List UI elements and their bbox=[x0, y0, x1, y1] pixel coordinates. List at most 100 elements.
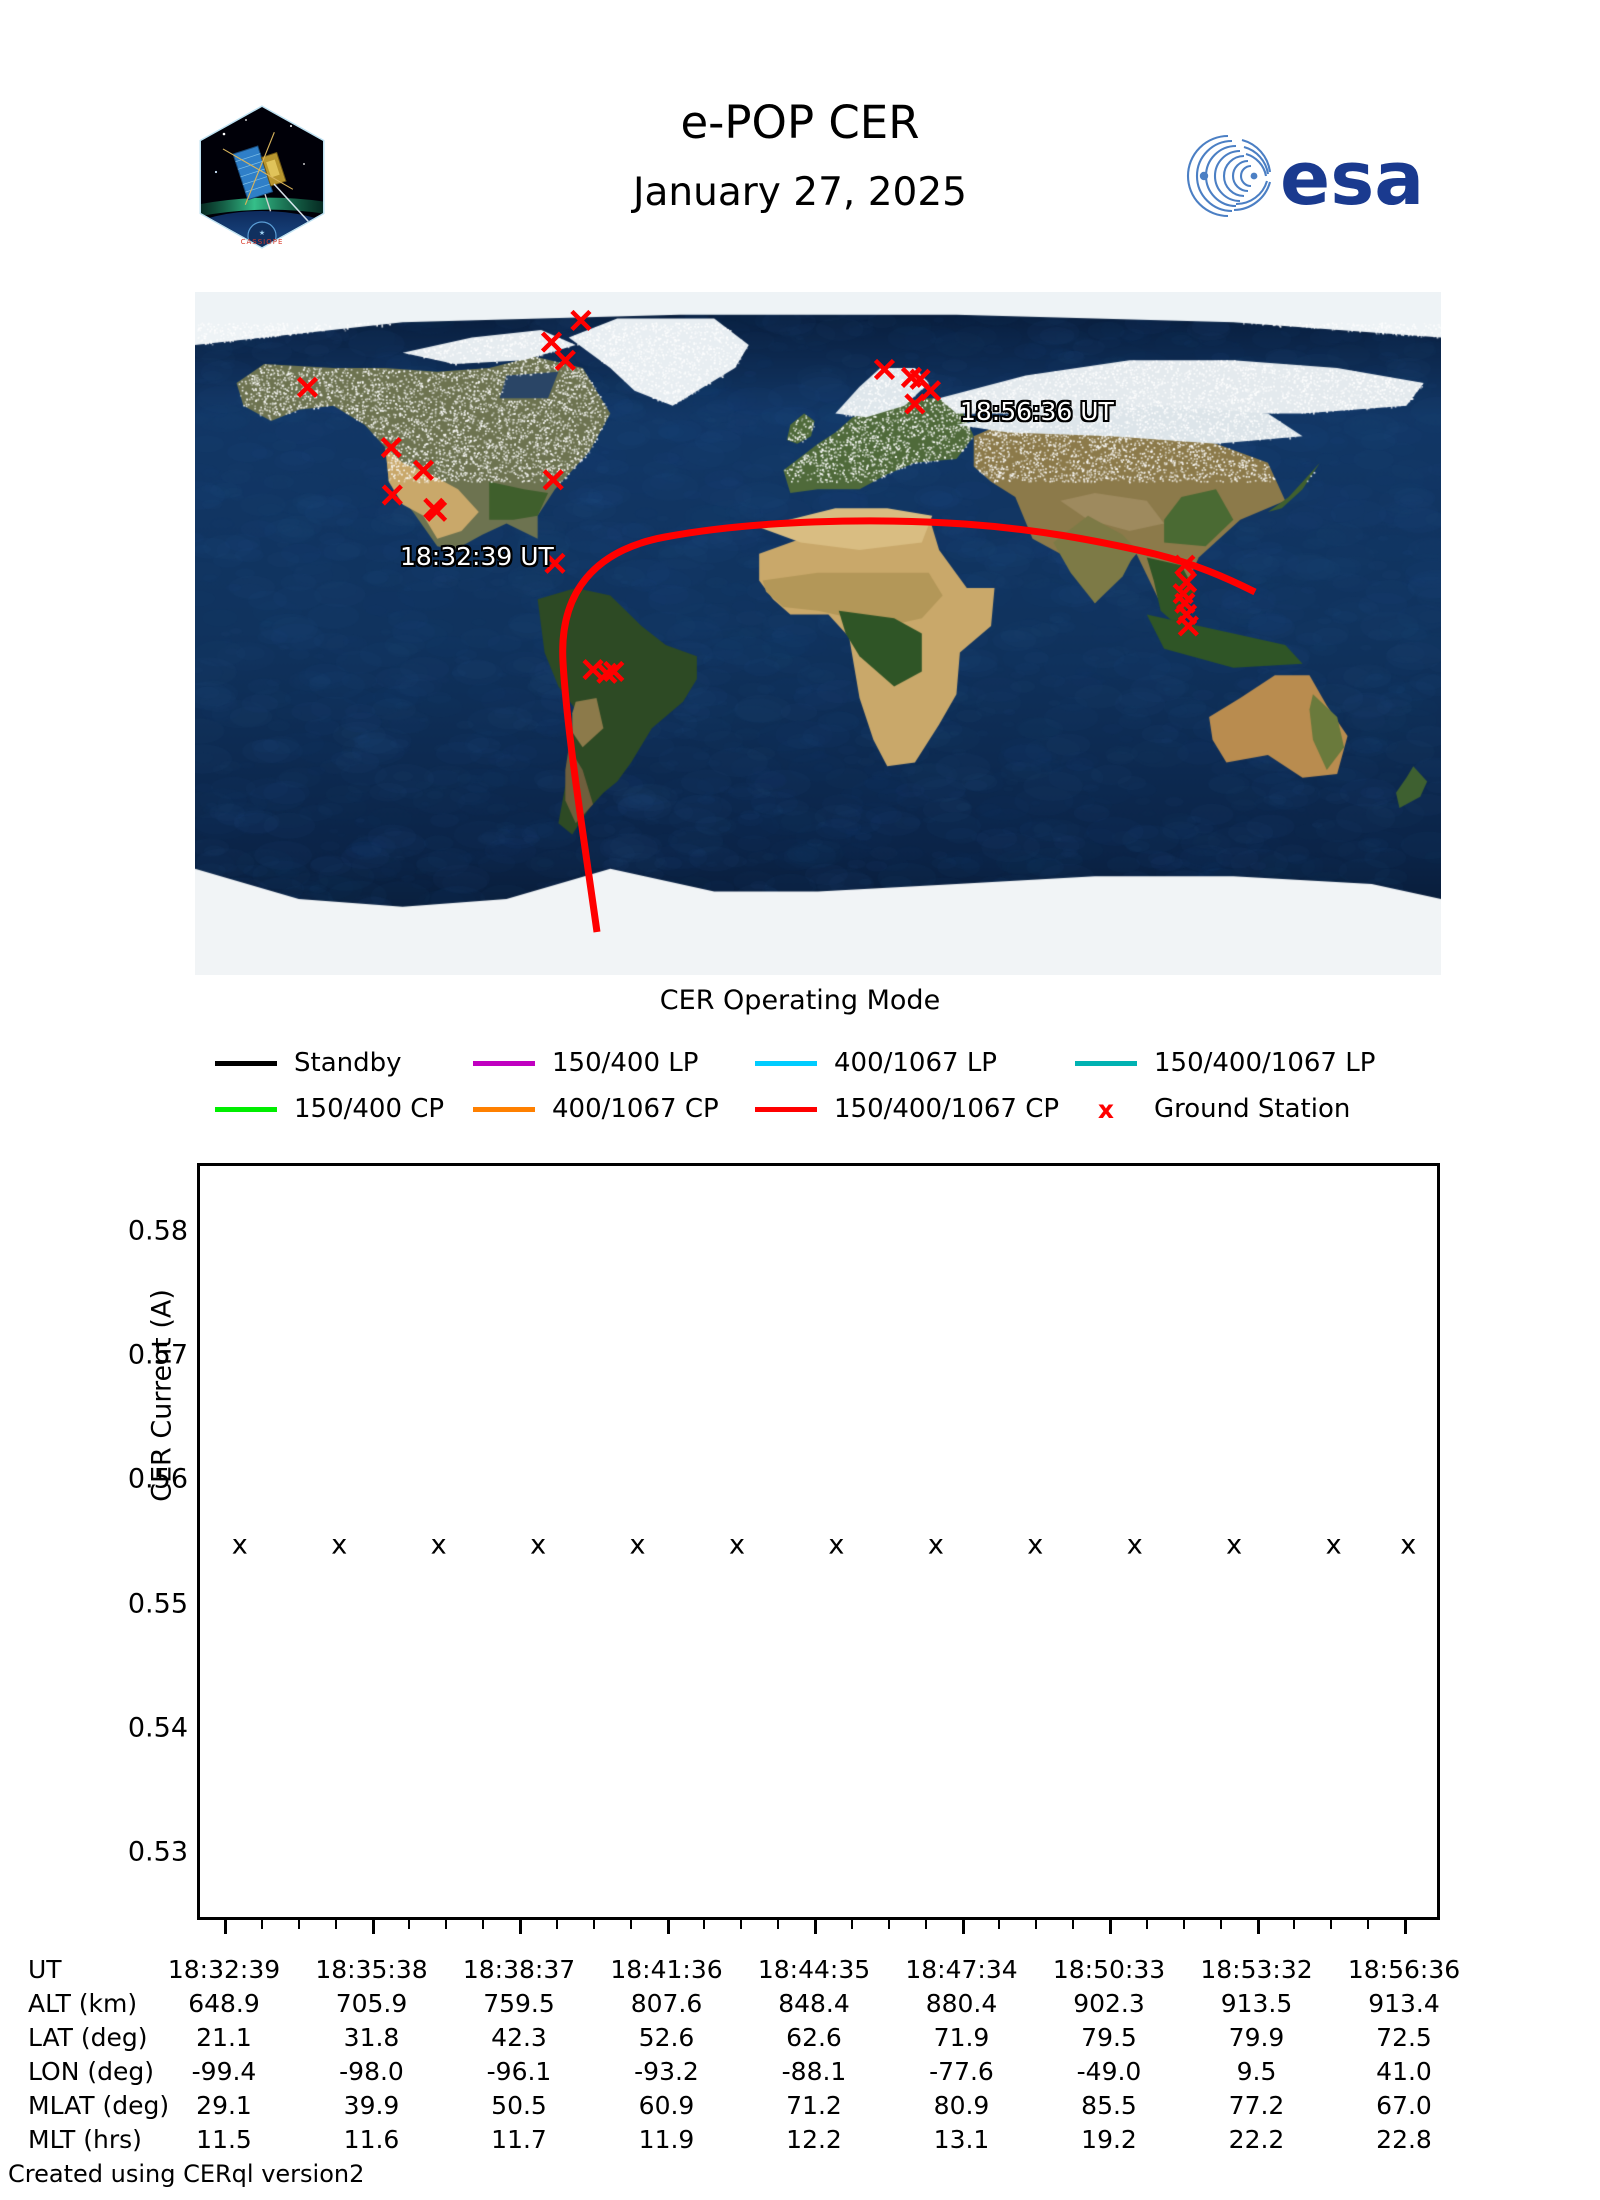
cassiope-mission-logo: ★ CASSIOPE bbox=[196, 104, 328, 250]
legend-item-150-400-lp: 150/400 LP bbox=[473, 1048, 698, 1078]
table-row: MLT (hrs) 11.5 11.6 11.7 11.9 12.2 13.1 19.2 22.… bbox=[0, 2125, 1600, 2159]
svg-text:★: ★ bbox=[259, 229, 265, 237]
data-point: x bbox=[1127, 1531, 1143, 1558]
y-tick-label: 0.56 bbox=[28, 1464, 188, 1495]
table-cell: 22.8 bbox=[1376, 2125, 1432, 2154]
y-tick-label: 0.53 bbox=[28, 1836, 188, 1867]
y-tick-label: 0.57 bbox=[28, 1340, 188, 1371]
table-row-label: LAT (deg) bbox=[28, 2023, 148, 2052]
data-point: x bbox=[331, 1531, 347, 1558]
legend-label: 150/400/1067 LP bbox=[1154, 1048, 1375, 1078]
x-tick-major bbox=[814, 1920, 817, 1934]
legend-item-150-400-1067-lp: 150/400/1067 LP bbox=[1075, 1048, 1375, 1078]
x-tick-minor bbox=[703, 1920, 705, 1929]
data-point: x bbox=[1226, 1531, 1242, 1558]
ground-station-marker bbox=[298, 378, 316, 396]
ground-station-markers bbox=[298, 311, 1197, 682]
legend-color-swatch bbox=[473, 1107, 535, 1112]
x-tick-minor bbox=[593, 1920, 595, 1929]
table-cell: 705.9 bbox=[336, 1989, 408, 2018]
x-tick-minor bbox=[740, 1920, 742, 1929]
table-cell: 22.2 bbox=[1229, 2125, 1285, 2154]
x-tick-major bbox=[372, 1920, 375, 1934]
table-cell: 79.9 bbox=[1229, 2023, 1285, 2052]
table-row: LAT (deg) 21.1 31.8 42.3 52.6 62.6 71.9 79.5 79.… bbox=[0, 2023, 1600, 2057]
x-tick-minor bbox=[556, 1920, 558, 1929]
table-cell: 50.5 bbox=[491, 2091, 547, 2120]
x-tick-minor bbox=[925, 1920, 927, 1929]
table-cell: 71.2 bbox=[786, 2091, 842, 2120]
y-tick-label: 0.58 bbox=[28, 1216, 188, 1247]
ground-station-marker bbox=[382, 439, 400, 457]
ground-station-marker bbox=[414, 461, 432, 479]
table-cell: 18:38:37 bbox=[463, 1955, 575, 1984]
table-cell: 759.5 bbox=[483, 1989, 555, 2018]
table-cell: 18:50:33 bbox=[1053, 1955, 1165, 1984]
table-cell: 77.2 bbox=[1229, 2091, 1285, 2120]
table-cell: 62.6 bbox=[786, 2023, 842, 2052]
table-cell: 31.8 bbox=[344, 2023, 400, 2052]
data-point: x bbox=[729, 1531, 745, 1558]
table-cell: 12.2 bbox=[786, 2125, 842, 2154]
table-cell: 18:53:32 bbox=[1200, 1955, 1312, 1984]
table-cell: 19.2 bbox=[1081, 2125, 1137, 2154]
table-cell: 18:47:34 bbox=[905, 1955, 1017, 1984]
ground-station-marker bbox=[572, 311, 590, 329]
x-tick-minor bbox=[1146, 1920, 1148, 1929]
x-tick-major bbox=[519, 1920, 522, 1934]
x-tick-minor bbox=[1293, 1920, 1295, 1929]
x-tick-minor bbox=[261, 1920, 263, 1929]
page-date: January 27, 2025 bbox=[400, 167, 1200, 219]
table-cell: 11.6 bbox=[344, 2125, 400, 2154]
table-cell: 39.9 bbox=[344, 2091, 400, 2120]
data-point: x bbox=[1400, 1531, 1416, 1558]
map-start-time-label: 18:32:39 UT bbox=[400, 542, 554, 571]
y-tick-label: 0.55 bbox=[28, 1588, 188, 1619]
map-end-time-label: 18:56:36 UT bbox=[960, 397, 1114, 426]
x-tick-minor bbox=[1367, 1920, 1369, 1929]
table-cell: 79.5 bbox=[1081, 2023, 1137, 2052]
table-cell: 13.1 bbox=[934, 2125, 990, 2154]
ground-station-marker bbox=[556, 351, 574, 369]
table-cell: 11.5 bbox=[196, 2125, 252, 2154]
table-cell: 18:41:36 bbox=[610, 1955, 722, 1984]
data-point: x bbox=[828, 1531, 844, 1558]
legend-color-swatch bbox=[755, 1107, 817, 1112]
ground-station-legend-icon: x bbox=[1075, 1095, 1137, 1124]
legend-label: 150/400 LP bbox=[552, 1048, 698, 1078]
table-row: MLAT (deg) 29.1 39.9 50.5 60.9 71.2 80.9 85.5 77… bbox=[0, 2091, 1600, 2125]
table-cell: 29.1 bbox=[196, 2091, 252, 2120]
table-cell: -88.1 bbox=[782, 2057, 847, 2086]
data-point: x bbox=[1027, 1531, 1043, 1558]
legend-item-150-400-cp: 150/400 CP bbox=[215, 1094, 444, 1124]
table-row-label: LON (deg) bbox=[28, 2057, 154, 2086]
data-point: x bbox=[530, 1531, 546, 1558]
page-header: ★ CASSIOPE e-POP CER January 27, 2025 bbox=[0, 0, 1600, 290]
table-cell: 880.4 bbox=[926, 1989, 998, 2018]
table-cell: 52.6 bbox=[639, 2023, 695, 2052]
x-tick-minor bbox=[998, 1920, 1000, 1929]
x-tick-minor bbox=[888, 1920, 890, 1929]
table-row-label: MLAT (deg) bbox=[28, 2091, 169, 2120]
ground-station-marker bbox=[1179, 617, 1197, 635]
x-tick-major bbox=[962, 1920, 965, 1934]
ground-station-marker bbox=[544, 471, 562, 489]
x-tick-major bbox=[667, 1920, 670, 1934]
x-tick-minor bbox=[1220, 1920, 1222, 1929]
legend-label: 400/1067 CP bbox=[552, 1094, 719, 1124]
table-cell: 85.5 bbox=[1081, 2091, 1137, 2120]
cer-current-plot: xxxxxxxxxxxxx bbox=[197, 1163, 1440, 1920]
table-cell: -93.2 bbox=[634, 2057, 699, 2086]
table-cell: 913.4 bbox=[1368, 1989, 1440, 2018]
table-cell: -77.6 bbox=[929, 2057, 994, 2086]
legend-color-swatch bbox=[1075, 1061, 1137, 1066]
x-tick-minor bbox=[1072, 1920, 1074, 1929]
x-tick-minor bbox=[1330, 1920, 1332, 1929]
table-row-label: UT bbox=[28, 1955, 62, 1984]
data-point: x bbox=[1326, 1531, 1342, 1558]
table-row-label: ALT (km) bbox=[28, 1989, 137, 2018]
table-cell: 60.9 bbox=[639, 2091, 695, 2120]
legend-label: Standby bbox=[294, 1048, 402, 1078]
legend-label: 400/1067 LP bbox=[834, 1048, 997, 1078]
legend-row: 150/400 CP 400/1067 CP 150/400/1067 CP x Gro… bbox=[215, 1086, 1445, 1132]
